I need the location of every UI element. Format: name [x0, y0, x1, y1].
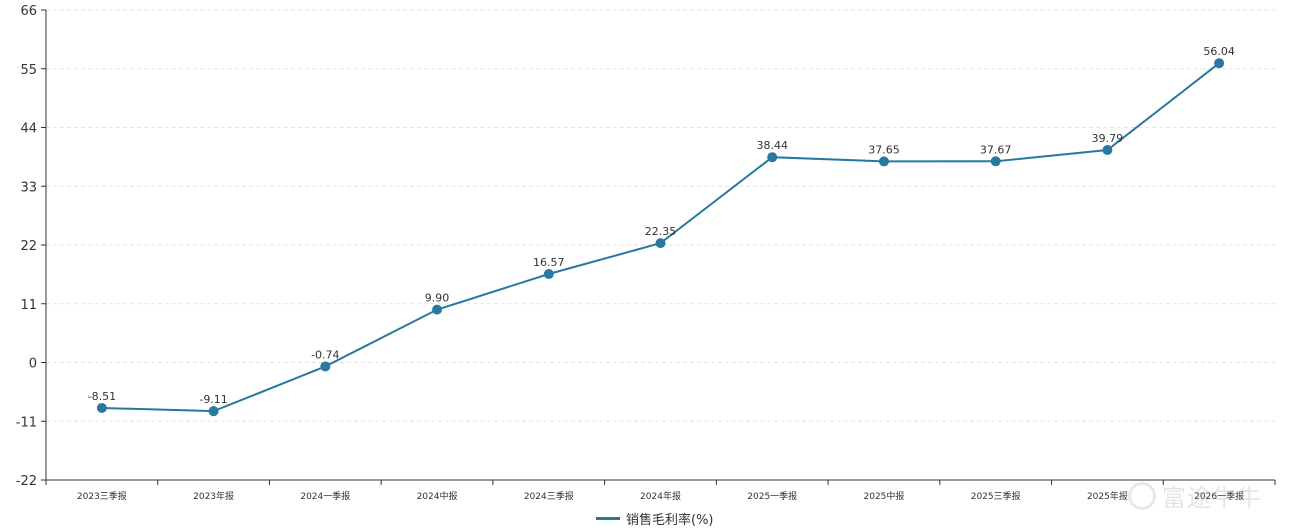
y-tick-label: 66 [20, 4, 37, 19]
legend[interactable]: 销售毛利率(%) [596, 509, 714, 528]
y-axis-ticks: 66 55 44 33 22 11 0 -11 -22 [16, 4, 46, 489]
data-point[interactable] [655, 238, 666, 249]
data-point[interactable] [543, 269, 554, 280]
data-label: -8.51 [88, 390, 116, 403]
x-tick-label: 2025年报 [1087, 490, 1128, 502]
data-point[interactable] [432, 304, 443, 315]
data-point[interactable] [208, 406, 219, 417]
x-tick-label: 2023年报 [193, 490, 234, 502]
y-tick-label: 11 [20, 298, 37, 313]
data-labels: -8.51 -9.11 -0.74 9.90 16.57 22.35 38.44 37.65 3… [88, 45, 1235, 406]
grid-lines [46, 9, 1275, 422]
x-tick-label: 2024中报 [417, 490, 458, 502]
data-point[interactable] [1214, 58, 1225, 69]
data-label: 16.57 [533, 256, 565, 269]
legend-label: 销售毛利率(%) [626, 513, 714, 528]
x-tick-label: 2024年报 [640, 490, 681, 502]
y-tick-label: 55 [20, 63, 37, 78]
x-tick-label: 2024一季报 [300, 490, 350, 502]
data-label: 37.67 [980, 143, 1012, 156]
y-tick-label: 44 [20, 122, 37, 137]
data-label: -9.11 [199, 393, 227, 406]
x-tick-label: 2023三季报 [77, 490, 127, 502]
data-label: -0.74 [311, 348, 339, 361]
x-tick-label: 2025中报 [864, 490, 905, 502]
data-point[interactable] [878, 156, 889, 167]
data-point[interactable] [1102, 144, 1113, 155]
data-point[interactable] [990, 156, 1001, 167]
data-points [96, 58, 1225, 417]
y-tick-label: 33 [20, 180, 37, 195]
y-tick-label: -22 [16, 474, 37, 489]
x-tick-label: 2026一季报 [1194, 490, 1244, 502]
watermark: 富途牛牛 [1128, 478, 1262, 513]
data-label: 9.90 [425, 292, 450, 305]
watermark-text: 富途牛牛 [1162, 484, 1262, 512]
data-label: 56.04 [1203, 45, 1235, 58]
x-axis-ticks: 2023三季报 2023年报 2024一季报 2024中报 2024三季报 2024年报 2… [45, 480, 1276, 502]
x-tick-label: 2024三季报 [524, 490, 574, 502]
y-tick-label: -11 [16, 415, 37, 430]
data-label: 38.44 [756, 139, 788, 152]
data-point[interactable] [767, 152, 778, 163]
x-tick-label: 2025一季报 [747, 490, 797, 502]
y-tick-label: 22 [20, 239, 37, 254]
data-label: 39.79 [1092, 132, 1124, 145]
data-label: 22.35 [645, 225, 677, 238]
data-point[interactable] [96, 402, 107, 413]
y-tick-label: 0 [29, 357, 37, 372]
data-label: 37.65 [868, 143, 900, 156]
x-tick-label: 2025三季报 [971, 490, 1021, 502]
data-point[interactable] [320, 361, 331, 372]
watermark-logo-icon [1128, 481, 1156, 510]
legend-swatch [596, 517, 620, 520]
